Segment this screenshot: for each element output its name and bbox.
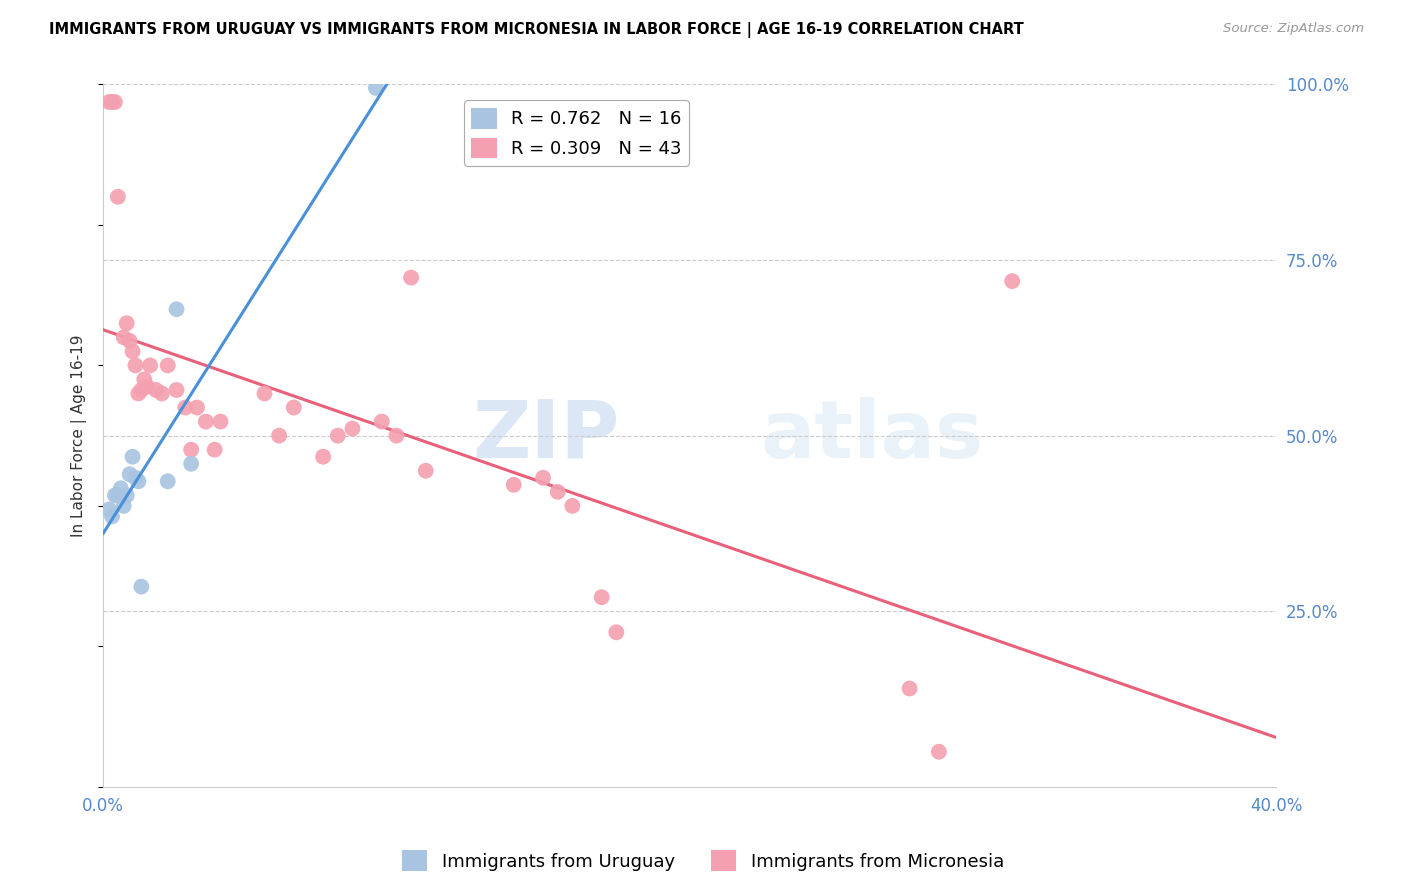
- Point: [107, 488, 129, 502]
- Point: [180, 457, 202, 471]
- Point: [104, 95, 127, 109]
- Point: [115, 316, 138, 330]
- Point: [115, 488, 138, 502]
- Point: [150, 386, 173, 401]
- Point: [145, 383, 167, 397]
- Point: [531, 471, 554, 485]
- Point: [127, 386, 149, 401]
- Point: [112, 499, 135, 513]
- Point: [253, 386, 276, 401]
- Point: [928, 745, 950, 759]
- Point: [283, 401, 305, 415]
- Point: [605, 625, 627, 640]
- Point: [136, 379, 159, 393]
- Point: [98, 95, 121, 109]
- Point: [371, 415, 394, 429]
- Point: [186, 401, 208, 415]
- Point: [204, 442, 226, 457]
- Text: Source: ZipAtlas.com: Source: ZipAtlas.com: [1223, 22, 1364, 36]
- Point: [107, 190, 129, 204]
- Point: [166, 383, 188, 397]
- Point: [209, 415, 232, 429]
- Text: atlas: atlas: [761, 397, 983, 475]
- Point: [110, 481, 132, 495]
- Point: [121, 450, 143, 464]
- Point: [156, 475, 179, 489]
- Point: [269, 428, 291, 442]
- Point: [124, 471, 146, 485]
- Point: [364, 81, 387, 95]
- Point: [139, 359, 162, 373]
- Point: [342, 422, 364, 436]
- Point: [547, 484, 569, 499]
- Point: [591, 590, 613, 604]
- Point: [112, 330, 135, 344]
- Point: [124, 359, 146, 373]
- Point: [180, 442, 202, 457]
- Point: [127, 475, 149, 489]
- Point: [326, 428, 349, 442]
- Point: [399, 270, 422, 285]
- Point: [156, 359, 179, 373]
- Y-axis label: In Labor Force | Age 16-19: In Labor Force | Age 16-19: [72, 334, 87, 537]
- Point: [101, 509, 124, 524]
- Point: [174, 401, 197, 415]
- Text: IMMIGRANTS FROM URUGUAY VS IMMIGRANTS FROM MICRONESIA IN LABOR FORCE | AGE 16-19: IMMIGRANTS FROM URUGUAY VS IMMIGRANTS FR…: [49, 22, 1024, 38]
- Point: [98, 502, 121, 516]
- Point: [166, 302, 188, 317]
- Point: [898, 681, 921, 696]
- Point: [312, 450, 335, 464]
- Point: [118, 334, 141, 348]
- Point: [561, 499, 583, 513]
- Legend: R = 0.762   N = 16, R = 0.309   N = 43: R = 0.762 N = 16, R = 0.309 N = 43: [464, 101, 689, 166]
- Point: [104, 488, 127, 502]
- Point: [134, 372, 156, 386]
- Legend: Immigrants from Uruguay, Immigrants from Micronesia: Immigrants from Uruguay, Immigrants from…: [395, 843, 1011, 879]
- Text: ZIP: ZIP: [472, 397, 619, 475]
- Point: [1001, 274, 1024, 288]
- Point: [121, 344, 143, 359]
- Point: [118, 467, 141, 482]
- Point: [385, 428, 408, 442]
- Point: [131, 580, 153, 594]
- Point: [502, 478, 524, 492]
- Point: [194, 415, 217, 429]
- Point: [131, 383, 153, 397]
- Point: [101, 95, 124, 109]
- Point: [415, 464, 437, 478]
